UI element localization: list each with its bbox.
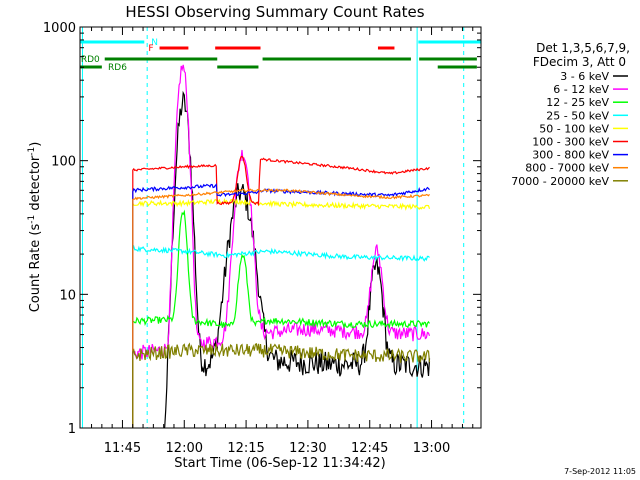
legend-header-line-1: Det 1,3,5,6,7,9,	[536, 41, 630, 55]
legend-label-6: 300 - 800 keV	[532, 149, 609, 162]
y-tick-label-2: 100	[51, 155, 76, 170]
x-tick-label-3: 12:30	[289, 441, 326, 456]
legend-label-5: 100 - 300 keV	[532, 136, 609, 149]
flag-label-0: N	[151, 38, 158, 48]
tick-layer: 11:45 12:00 12:15 12:30 12:45 13:00 1 10 100 1000	[43, 21, 481, 456]
y-axis-label-sup2: -1	[27, 147, 37, 156]
timestamp: 7-Sep-2012 11:05	[564, 467, 636, 476]
series-line-2	[132, 209, 430, 428]
legend-header-line-2: FDecim 3, Att 0	[533, 55, 626, 69]
series-line-7	[132, 188, 430, 428]
legend-label-8: 7000 - 20000 keV	[511, 175, 609, 188]
chart-title: HESSI Observing Summary Count Rates	[125, 3, 424, 21]
series-line-8	[132, 342, 431, 428]
flag-label-1: F	[148, 44, 153, 54]
legend-label-0: 3 - 6 keV	[560, 70, 609, 83]
legend: Det 1,3,5,6,7,9, FDecim 3, Att 0 3 - 6 k…	[511, 41, 630, 188]
x-tick-label-5: 13:00	[413, 441, 450, 456]
x-tick-label-0: 11:45	[104, 441, 141, 456]
y-axis-label-tail: detector	[28, 155, 43, 215]
x-axis-label: Start Time (06-Sep-12 11:34:42)	[174, 456, 385, 471]
y-axis-label-sup: -1	[27, 215, 37, 224]
plot-frame	[79, 26, 482, 429]
legend-label-3: 25 - 50 keV	[546, 109, 609, 122]
legend-label-7: 800 - 7000 keV	[525, 162, 609, 175]
y-axis-label-close: )	[28, 142, 43, 147]
y-tick-label-1: 10	[59, 288, 76, 303]
x-tick-label-2: 12:15	[227, 441, 264, 456]
y-axis-label-main: Count Rate (s	[28, 224, 43, 313]
legend-label-2: 12 - 25 keV	[546, 96, 609, 109]
flag-label-2: RD0	[81, 55, 100, 65]
series-line-3	[132, 244, 430, 428]
series-line-5	[132, 155, 430, 428]
flag-layer: NF RD0 RD6	[80, 38, 481, 73]
series-line-4	[132, 197, 431, 428]
legend-label-1: 6 - 12 keV	[553, 83, 609, 96]
legend-label-4: 50 - 100 keV	[539, 122, 609, 135]
series-line-1	[132, 64, 431, 428]
y-axis-label: Count Rate (s-1 detector-1)	[27, 142, 43, 313]
vertical-marker-layer	[81, 27, 465, 428]
x-tick-label-4: 12:45	[351, 441, 388, 456]
y-tick-label-0: 1	[68, 422, 76, 437]
x-tick-label-1: 12:00	[166, 441, 203, 456]
series-layer	[132, 64, 431, 428]
flag-label-3: RD6	[108, 63, 127, 73]
y-tick-label-3: 1000	[43, 21, 76, 36]
